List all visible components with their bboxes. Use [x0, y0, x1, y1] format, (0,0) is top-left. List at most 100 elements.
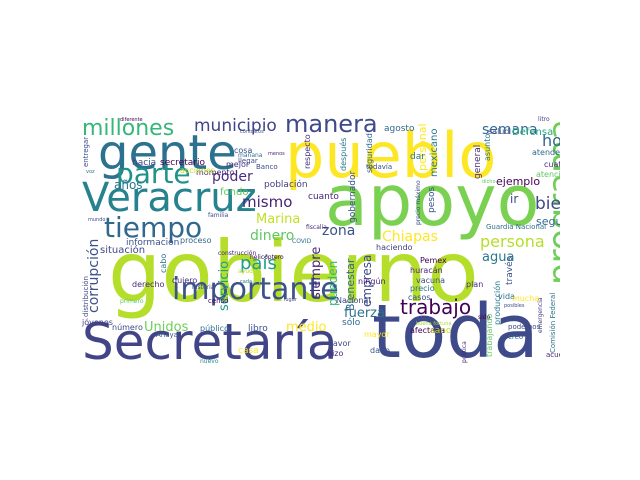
word-despues: después: [338, 138, 348, 171]
word-politica: política: [461, 341, 468, 363]
word-censo: censo: [208, 297, 229, 305]
word-cada: cada: [240, 279, 252, 285]
word-podemos: podemos: [508, 323, 541, 331]
word-distribucion: distribución: [82, 276, 90, 317]
word-acciones: acciones: [180, 166, 215, 175]
word-zona: zona: [322, 223, 355, 239]
word-trabajando: trabajando: [485, 313, 494, 357]
word-cuanto: cuanto: [308, 192, 339, 202]
word-emergencia: emergencia: [537, 297, 544, 333]
word-quiero: quiero: [172, 276, 197, 285]
word-libro: libro: [248, 324, 268, 334]
word-lugar: lugar: [284, 297, 298, 303]
word-haciendo: haciendo: [376, 243, 413, 252]
word-fiscalia: fiscalía: [306, 224, 327, 231]
word-precio: precio: [410, 284, 435, 293]
word-ejemplo: ejemplo: [496, 175, 540, 188]
word-anaya: Anaya: [156, 331, 178, 339]
word-familia: familia: [208, 212, 229, 219]
word-medio: medio: [286, 320, 327, 335]
word-afectada: afectada: [410, 326, 445, 335]
word-acuerdo: acuerdo: [546, 351, 560, 359]
word-mayor: mayor: [364, 330, 390, 339]
word-manera: manera: [285, 113, 378, 138]
word-tiempo: tiempo: [104, 211, 202, 244]
word-marina: Marina: [256, 212, 300, 227]
word-defensa: Defensa: [512, 127, 553, 138]
word-municipio: municipio: [194, 116, 277, 136]
word-dicho: dicho: [482, 179, 496, 185]
word-precio-maximo: precio máximo: [415, 180, 422, 225]
word-entregar: entregar: [82, 137, 90, 167]
word-personal: personal: [416, 123, 429, 171]
word-solo: sólo: [342, 317, 361, 328]
word-pesos: pesos: [427, 187, 437, 213]
word-derecho: derecho: [132, 280, 165, 289]
word-importante: importante: [172, 272, 339, 307]
word-casos: casos: [408, 293, 431, 302]
word-dinero: dinero: [250, 228, 294, 244]
word-chiapas: Chiapas: [382, 229, 438, 245]
word-salud: salud: [488, 127, 509, 136]
word-sido: sido: [478, 314, 491, 321]
word-asunto: asunto: [483, 134, 492, 161]
word-helicoptero: helicóptero: [250, 254, 284, 261]
word-persona: persona: [480, 232, 545, 251]
word-hacia: hacia: [132, 158, 156, 168]
word-vacuna: vacuna: [416, 276, 445, 285]
word-unidos: Unidos: [144, 320, 189, 335]
word-favor: favor: [330, 339, 351, 348]
word-bien: bien: [535, 194, 560, 214]
word-mexicano: mexicano: [429, 129, 440, 178]
word-nuevo: nuevo: [200, 358, 219, 365]
word-mundo: mundo: [88, 217, 105, 223]
word-fuerza: fuerza: [344, 306, 385, 321]
word-pueblo: pueblo: [285, 119, 496, 192]
word-bienestar: Bienestar: [344, 258, 357, 311]
word-programa: programa: [541, 119, 560, 285]
word-gobernador: gobernador: [348, 171, 358, 223]
word-posibles: posibles: [504, 303, 525, 309]
word-poder: poder: [212, 169, 253, 185]
word-sano: sano: [430, 326, 452, 336]
word-creo: creo: [508, 333, 523, 341]
word-millones: millones: [82, 116, 174, 141]
word-historia: historia: [192, 284, 215, 291]
word-plan: plan: [466, 280, 483, 289]
word-covid: COVID: [292, 238, 312, 245]
word-comision-federal: Comisión Federal: [549, 293, 557, 353]
word-anos: años: [114, 178, 143, 192]
word-secretaria: Secretaría: [82, 313, 338, 369]
word-cloud-canvas: gobierno apoyo pueblo toda Secretaría ge…: [81, 113, 560, 369]
word-atender: atender: [532, 148, 560, 157]
word-mucha: mucha: [512, 294, 539, 303]
word-hizo: hizo: [327, 349, 343, 358]
word-informacion: información: [126, 237, 179, 248]
word-respecto: respecto: [303, 134, 312, 169]
word-publico: público: [200, 324, 229, 333]
word-buena-fortuna: buena fortuna: [416, 321, 451, 327]
word-litro: litro: [538, 116, 550, 123]
word-manana: mañana: [238, 152, 263, 159]
word-pais: país: [240, 253, 277, 274]
word-gobierno: gobierno: [108, 223, 479, 321]
word-gente: gente: [98, 125, 237, 181]
word-mismo: mismo: [242, 193, 292, 211]
word-agosto: agosto: [384, 124, 415, 134]
word-cabo: cabo: [159, 254, 168, 273]
word-todavia: todavía: [366, 163, 392, 171]
word-fondo: fondo: [220, 187, 248, 198]
word-nacional: Nacional: [336, 296, 371, 305]
word-ir: ir: [510, 192, 518, 206]
word-pemex: Pemex: [420, 256, 447, 265]
word-toda: toda: [372, 289, 539, 369]
word-jovenes: jóvenes: [81, 317, 113, 327]
word-parte: parte: [116, 157, 191, 190]
word-vida: vida: [498, 292, 515, 301]
word-agua: agua: [482, 250, 514, 265]
word-semana: semana: [482, 122, 538, 138]
word-momento: momento: [196, 168, 235, 177]
word-voz: voz: [86, 169, 95, 175]
word-empresa: empresa: [360, 255, 374, 307]
